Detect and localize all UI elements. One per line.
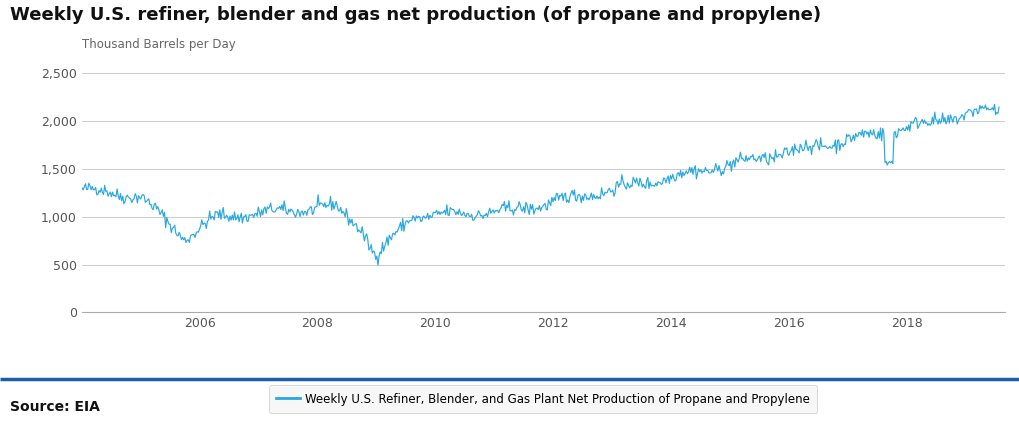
Text: Thousand Barrels per Day: Thousand Barrels per Day	[82, 38, 235, 51]
Line: Weekly U.S. Refiner, Blender, and Gas Plant Net Production of Propane and Propylene: Weekly U.S. Refiner, Blender, and Gas Pl…	[82, 104, 998, 265]
Text: Source: EIA: Source: EIA	[10, 400, 100, 414]
Text: Weekly U.S. refiner, blender and gas net production (of propane and propylene): Weekly U.S. refiner, blender and gas net…	[10, 6, 820, 24]
Legend: Weekly U.S. Refiner, Blender, and Gas Plant Net Production of Propane and Propyl: Weekly U.S. Refiner, Blender, and Gas Pl…	[269, 386, 816, 413]
